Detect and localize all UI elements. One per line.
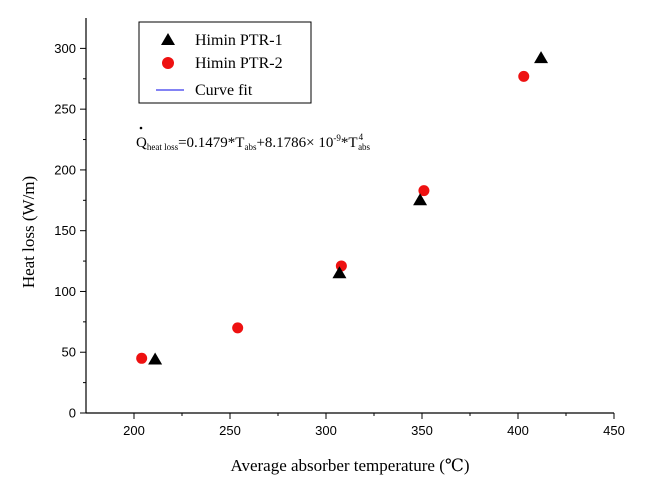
ptr2-point	[418, 185, 430, 197]
y-tick-label: 300	[54, 41, 76, 56]
x-tick-label: 200	[123, 423, 145, 438]
ptr2-point	[232, 322, 244, 334]
y-tick-label: 100	[54, 284, 76, 299]
x-tick-label: 250	[219, 423, 241, 438]
plot-area: 200 250 300 350 400 450 0 50 100 150 200 250 300	[54, 18, 625, 438]
ptr2-point	[518, 70, 530, 82]
equation-text: Qheat loss=0.1479*Tabs+8.1786× 10-9*T4 ab…	[136, 132, 371, 152]
ptr1-point	[148, 352, 163, 365]
ptr1-point	[534, 51, 549, 64]
y-tick-label: 50	[62, 345, 76, 360]
y-tick-label: 0	[69, 406, 76, 421]
ptr1-point	[413, 193, 428, 206]
equation-annotation: Qheat loss=0.1479*Tabs+8.1786× 10-9*T4 ab…	[136, 126, 371, 152]
legend: Himin PTR-1 Himin PTR-2 Curve fit	[138, 21, 312, 104]
equation-dot	[139, 126, 143, 130]
y-tick-label: 150	[54, 223, 76, 238]
y-tick-label: 200	[54, 162, 76, 177]
y-tick-label: 250	[54, 102, 76, 117]
legend-label-ptr2: Himin PTR-2	[195, 55, 283, 72]
x-tick-label: 350	[411, 423, 433, 438]
legend-label-ptr1: Himin PTR-1	[195, 32, 283, 49]
ptr2-point	[136, 352, 148, 364]
y-axis-title: Heat loss (W/m)	[19, 176, 38, 288]
legend-circle-marker	[162, 57, 174, 69]
x-tick-label: 450	[603, 423, 625, 438]
x-tick-label: 300	[315, 423, 337, 438]
ptr1-point	[332, 266, 347, 279]
x-tick-label: 400	[507, 423, 529, 438]
legend-triangle-marker	[161, 33, 175, 45]
x-axis-title: Average absorber temperature (℃)	[230, 456, 469, 475]
legend-label-fit: Curve fit	[195, 82, 253, 99]
